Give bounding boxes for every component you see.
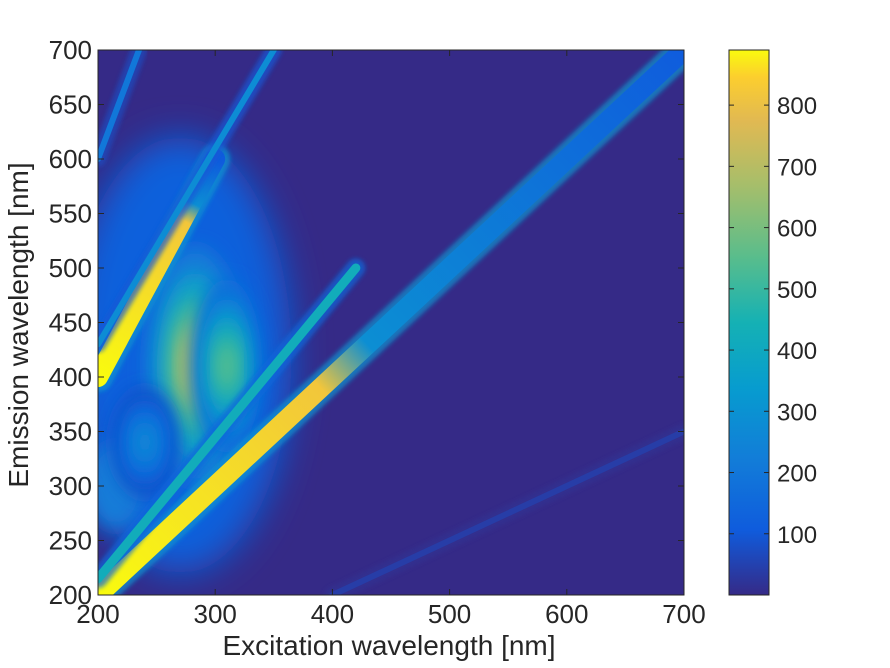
colorbar-tick-label: 600 (777, 216, 817, 243)
x-tick-label: 500 (428, 599, 471, 629)
x-axis-label: Excitation wavelength [nm] (222, 630, 555, 661)
half-order-scatter (329, 428, 684, 595)
colorbar-tick-label: 100 (777, 522, 817, 549)
y-axis-label: Emission wavelength [nm] (3, 162, 34, 487)
y-tick-label: 250 (49, 526, 92, 556)
fluorescence-shoulder (218, 345, 236, 388)
colorbar-ticks: 100 200 300 400 500 600 700 800 (729, 93, 817, 549)
rayleigh-scattering-em-ex- (98, 50, 684, 595)
colorbar-tick-label: 300 (777, 399, 817, 426)
upper-scatter-line (98, 50, 143, 162)
y-tick-label: 400 (49, 362, 92, 392)
y-tick-label: 650 (49, 90, 92, 120)
x-tick-label: 700 (662, 599, 705, 629)
y-tick-label: 300 (49, 471, 92, 501)
x-tick-label: 300 (194, 599, 237, 629)
x-tick-label: 200 (76, 599, 119, 629)
y-tick-label: 500 (49, 253, 92, 283)
y-tick-label: 700 (49, 35, 92, 65)
y-tick-label: 200 (49, 580, 92, 610)
scatter-lines (98, 50, 684, 595)
colorbar-tick-label: 500 (777, 277, 817, 304)
y-tick-label: 350 (49, 417, 92, 447)
fluorescence-region (137, 429, 153, 456)
colorbar-tick-label: 400 (777, 338, 817, 365)
y-tick-label: 550 (49, 199, 92, 229)
colorbar-tick-label: 200 (777, 461, 817, 488)
colorbar-tick-label: 800 (777, 93, 817, 120)
x-tick-label: 600 (545, 599, 588, 629)
y-tick-label: 450 (49, 308, 92, 338)
y-axis-ticks: 200 250 300 350 400 450 500 550 600 650 700 (49, 35, 684, 610)
x-axis-ticks: 200 300 400 500 600 700 (76, 50, 706, 629)
colorbar-tick-label: 700 (777, 154, 817, 181)
raman-scattering (98, 263, 361, 584)
x-tick-label: 400 (311, 599, 354, 629)
colorbar (728, 49, 770, 596)
second-order-raman (98, 50, 277, 348)
y-tick-label: 600 (49, 144, 92, 174)
